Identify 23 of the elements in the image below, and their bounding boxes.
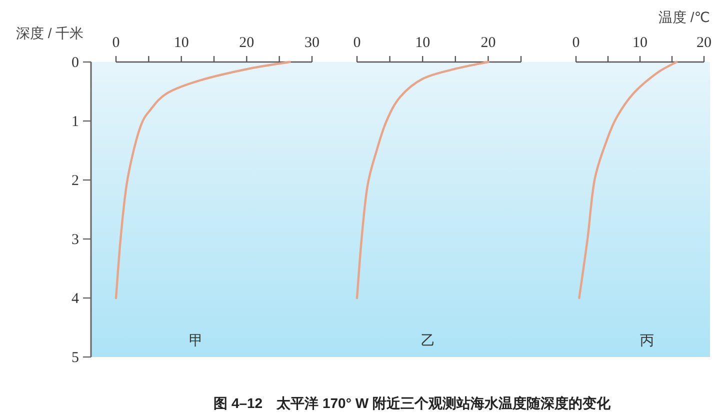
x-tick-label: 0 — [112, 35, 120, 51]
x-tick-label: 0 — [572, 35, 580, 51]
y-tick-label: 4 — [72, 291, 80, 307]
text: 甲 — [189, 332, 203, 348]
y-tick-label: 0 — [72, 55, 79, 71]
text: 乙 — [421, 332, 435, 348]
y-tick-label: 3 — [72, 232, 79, 248]
y-axis-title: 深度 / 千米 — [16, 25, 84, 41]
x-axis-title: 温度 /℃ — [658, 9, 710, 25]
caption: 图 4–12 太平洋 170° W 附近三个观测站海水温度随深度的变化 — [214, 395, 612, 411]
x-tick-label: 20 — [239, 35, 254, 51]
y-tick-label: 5 — [72, 350, 79, 366]
x-tick-label: 20 — [480, 35, 496, 51]
y-tick-label: 1 — [72, 114, 79, 130]
line-series — [114, 60, 291, 300]
x-tick-label: 0 — [353, 35, 361, 51]
x-tick-label: 10 — [174, 35, 189, 51]
text: 丙 — [640, 332, 654, 348]
x-tick-label: 10 — [632, 35, 648, 51]
x-tick-label: 10 — [415, 35, 430, 51]
y-tick-label: 2 — [72, 173, 79, 189]
x-tick-label: 20 — [696, 35, 712, 51]
x-tick-label: 30 — [304, 35, 320, 51]
